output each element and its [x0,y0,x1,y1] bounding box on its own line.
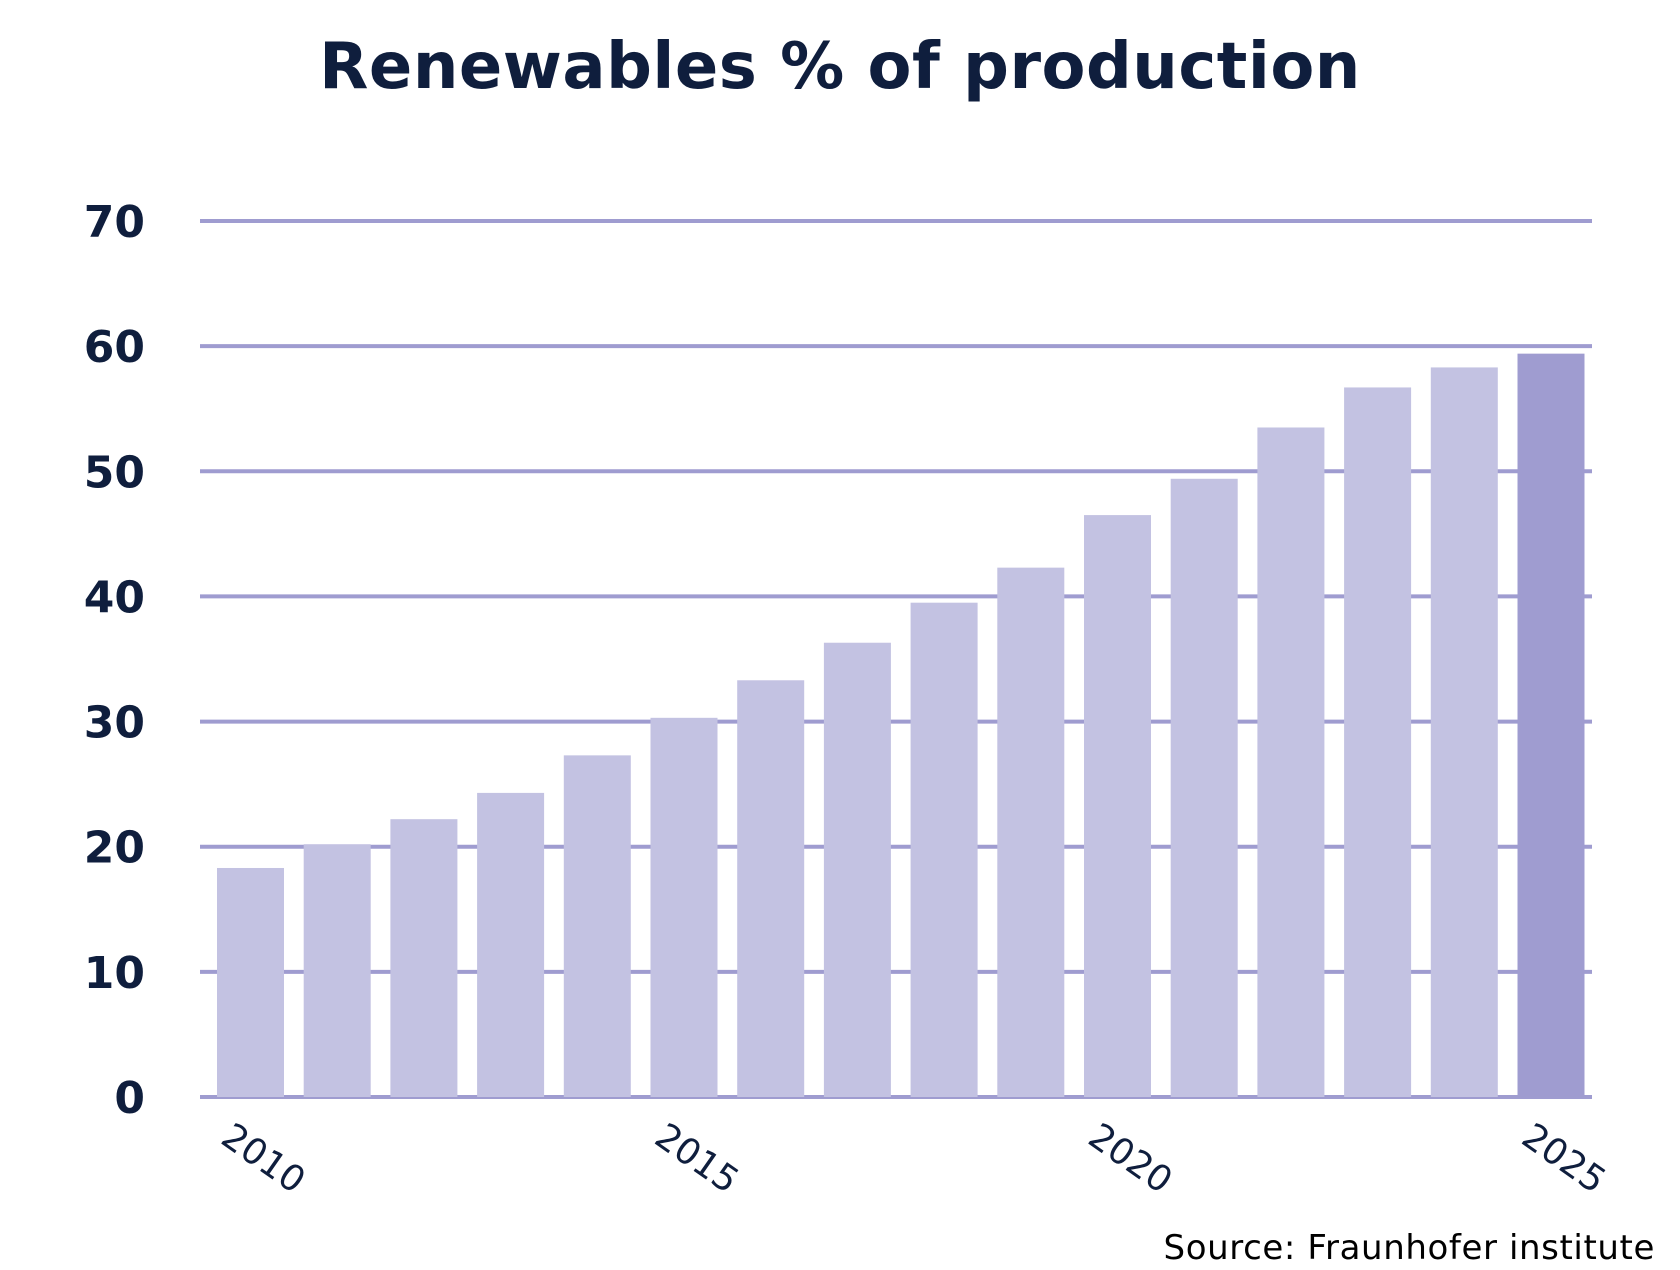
x-tick-label: 2020 [1081,1116,1180,1202]
bar-2014 [563,755,631,1097]
source-note: Source: Fraunhofer institute [1163,1228,1655,1268]
chart-title: Renewables % of production [319,30,1361,104]
bar-2023 [1344,387,1412,1097]
bar-2015 [650,717,718,1097]
bar-2013 [477,792,545,1097]
bar-2011 [303,844,371,1097]
y-tick-label: 50 [84,447,145,498]
x-tick-label: 2025 [1514,1116,1613,1202]
y-tick-label: 30 [84,698,145,749]
y-tick-label: 20 [84,823,145,874]
bar-2018 [910,602,978,1097]
y-tick-label: 10 [84,948,145,999]
bar-2020 [1084,515,1151,1097]
bar-2017 [823,642,891,1097]
bar-2016 [737,680,805,1097]
y-tick-label: 40 [84,572,145,623]
bar-2024 [1430,367,1498,1098]
bar-2019 [997,567,1065,1097]
bar-2010 [217,867,284,1097]
y-tick-label: 70 [84,197,145,248]
y-tick-label: 60 [84,322,145,373]
bars [217,353,1585,1098]
x-tick-label: 2010 [214,1116,313,1202]
bar-2012 [390,819,458,1097]
bar-2022 [1257,427,1325,1097]
y-axis-tick-labels: 0 10 20 30 40 50 60 70 [84,197,145,1124]
bar-2025 [1517,353,1585,1097]
x-axis-tick-labels: 2010 2015 2020 2025 [214,1116,1613,1202]
bar-2021 [1170,478,1238,1097]
y-tick-label: 0 [114,1073,145,1124]
x-tick-label: 2015 [647,1116,746,1202]
